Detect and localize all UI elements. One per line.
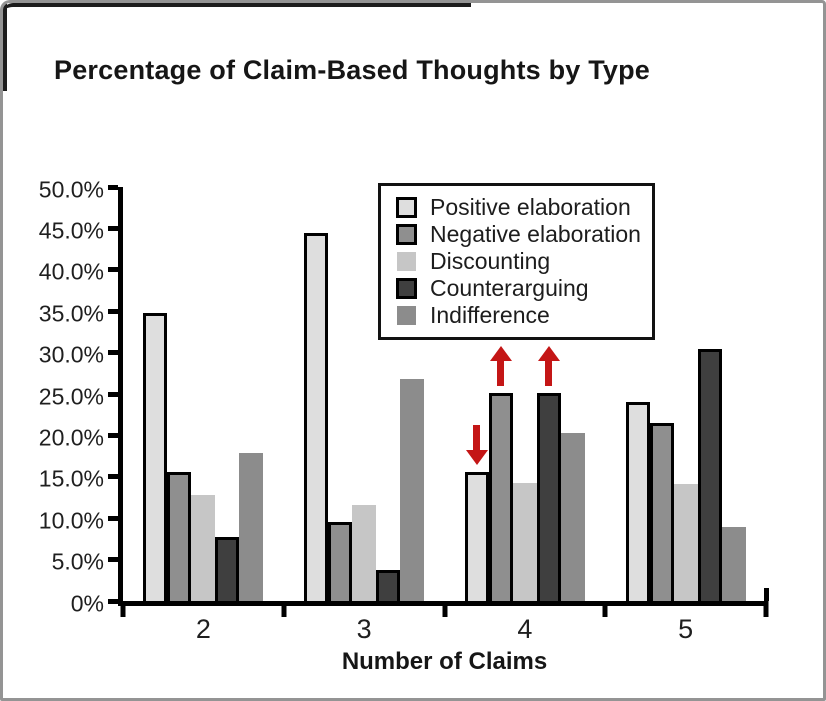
legend-item-positive-elaboration: Positive elaboration bbox=[396, 194, 652, 220]
legend-label-negative-elaboration: Negative elaboration bbox=[430, 221, 641, 247]
x-axis-tick bbox=[120, 601, 126, 617]
y-axis-tick bbox=[108, 267, 118, 273]
y-axis-tick bbox=[108, 391, 118, 397]
arrow-stem bbox=[545, 361, 553, 387]
y-axis-tick bbox=[108, 308, 118, 314]
legend-item-indifference: Indifference bbox=[396, 302, 652, 328]
y-axis-tick bbox=[108, 474, 118, 480]
x-category-label-3: 3 bbox=[356, 614, 372, 644]
y-axis-tick bbox=[108, 432, 118, 438]
legend-label-counterarguing: Counterarguing bbox=[430, 275, 589, 301]
x-axis-endcap bbox=[764, 588, 769, 601]
y-axis-tick bbox=[108, 184, 118, 190]
x-axis-tick bbox=[281, 601, 287, 617]
bar-discounting-claims-2 bbox=[191, 495, 216, 601]
y-axis-tick bbox=[108, 598, 118, 604]
y-axis-tick bbox=[108, 225, 118, 231]
y-axis-tick bbox=[108, 350, 118, 356]
legend-swatch-counterarguing bbox=[396, 278, 417, 299]
bar-indifference-claims-4 bbox=[560, 432, 585, 601]
y-axis-tick-label: 0% bbox=[70, 590, 104, 616]
legend-item-negative-elaboration: Negative elaboration bbox=[396, 221, 652, 247]
bar-positive-elaboration-claims-2 bbox=[143, 312, 168, 601]
y-axis-tick-label: 25.0% bbox=[38, 383, 104, 409]
y-axis-tick bbox=[108, 515, 118, 521]
bar-positive-elaboration-claims-3 bbox=[304, 232, 329, 601]
arrow-head bbox=[537, 346, 560, 362]
legend-swatch-discounting bbox=[397, 252, 416, 271]
x-axis-tick bbox=[602, 601, 608, 617]
y-axis-tick-label: 20.0% bbox=[38, 424, 104, 451]
bar-group-claims-2 bbox=[123, 187, 284, 601]
x-category-label-5: 5 bbox=[678, 614, 694, 644]
y-axis-tick-label: 10.0% bbox=[38, 507, 104, 534]
arrow-up-icon bbox=[489, 346, 512, 387]
bar-discounting-claims-3 bbox=[352, 504, 377, 601]
x-axis-title: Number of Claims bbox=[341, 648, 548, 675]
bar-positive-elaboration-claims-4 bbox=[464, 471, 489, 601]
bar-positive-elaboration-claims-5 bbox=[625, 402, 650, 601]
arrow-head bbox=[465, 449, 488, 465]
bar-groups bbox=[123, 187, 766, 601]
y-axis-tick-label: 40.0% bbox=[38, 258, 104, 285]
arrow-down-icon bbox=[465, 424, 488, 465]
bar-indifference-claims-2 bbox=[239, 452, 264, 601]
plot-area: Positive elaboration Negative elaboration… bbox=[39, 178, 769, 675]
bar-group-claims-4 bbox=[445, 187, 606, 601]
bar-negative-elaboration-claims-5 bbox=[649, 422, 674, 601]
arrow-up-icon bbox=[537, 346, 560, 387]
y-axis-tick-label: 45.0% bbox=[38, 217, 104, 244]
legend-swatch-indifference bbox=[397, 306, 416, 325]
bar-negative-elaboration-claims-2 bbox=[167, 471, 192, 601]
y-axis-tick-label: 5.0% bbox=[51, 548, 104, 575]
x-category-label-4: 4 bbox=[517, 614, 533, 644]
chart-title: Percentage of Claim-Based Thoughts by Ty… bbox=[54, 55, 651, 85]
x-category-label-2: 2 bbox=[195, 614, 211, 644]
bar-indifference-claims-3 bbox=[400, 379, 425, 601]
x-axis-tick bbox=[442, 601, 447, 617]
bar-counterarguing-claims-5 bbox=[697, 349, 722, 601]
legend-label-indifference: Indifference bbox=[430, 302, 550, 328]
bar-indifference-claims-5 bbox=[721, 527, 746, 601]
legend-item-counterarguing: Counterarguing bbox=[396, 275, 652, 301]
bar-counterarguing-claims-3 bbox=[376, 569, 401, 601]
arrow-stem bbox=[497, 361, 505, 387]
bar-negative-elaboration-claims-3 bbox=[328, 521, 353, 601]
bar-counterarguing-claims-2 bbox=[215, 537, 240, 601]
legend-swatch-negative-elaboration bbox=[396, 224, 417, 245]
bar-negative-elaboration-claims-4 bbox=[488, 393, 513, 601]
y-axis-tick bbox=[108, 557, 118, 563]
arrow-stem bbox=[473, 424, 481, 450]
bar-discounting-claims-5 bbox=[673, 484, 698, 601]
bar-group-claims-5 bbox=[605, 187, 766, 601]
legend-label-discounting: Discounting bbox=[430, 248, 551, 274]
legend: Positive elaboration Negative elaboration… bbox=[378, 183, 655, 340]
bar-discounting-claims-4 bbox=[512, 482, 537, 601]
legend-item-discounting: Discounting bbox=[396, 248, 652, 274]
y-axis-tick-label: 30.0% bbox=[38, 341, 104, 368]
bar-group-claims-3 bbox=[284, 187, 445, 601]
y-axis-tick-label: 15.0% bbox=[38, 465, 104, 492]
arrow-head bbox=[489, 346, 512, 362]
legend-swatch-positive-elaboration bbox=[396, 197, 417, 218]
legend-label-positive-elaboration: Positive elaboration bbox=[430, 194, 631, 220]
bar-counterarguing-claims-4 bbox=[536, 393, 561, 601]
x-axis-tick bbox=[763, 601, 769, 617]
y-axis-tick-label: 35.0% bbox=[38, 300, 104, 327]
y-axis-tick-label: 50.0% bbox=[38, 176, 104, 202]
